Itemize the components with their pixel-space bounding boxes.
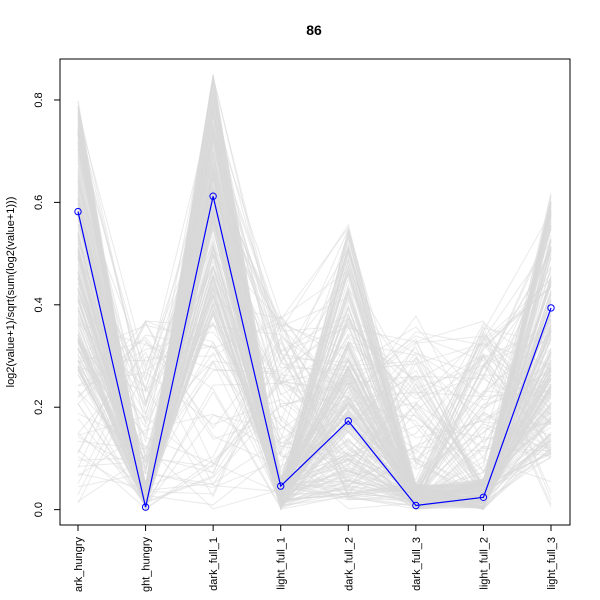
x-tick-label: ght_hungry (141, 537, 153, 593)
data-point (74, 207, 82, 216)
data-point (344, 417, 352, 425)
x-tick-label: dark_full_2 (343, 537, 355, 591)
background-line (77, 299, 552, 508)
background-line (77, 277, 552, 510)
background-line (77, 320, 552, 510)
data-point (547, 304, 555, 312)
background-line (77, 176, 552, 507)
y-axis: 0.0 0.2 0.4 0.6 0.8 (33, 92, 61, 517)
background-line (77, 354, 552, 485)
y-tick-label: 0.2 (33, 400, 45, 415)
highlight-series (74, 192, 555, 511)
background-line (77, 136, 552, 507)
background-line (77, 152, 552, 503)
background-line (77, 390, 552, 491)
y-tick-label: 0.4 (33, 297, 45, 312)
x-tick-label: light_full_3 (546, 537, 558, 590)
background-line (77, 331, 552, 509)
y-axis-label: log2(value+1)/sqrt(sum(log2(value+1))) (5, 197, 17, 388)
data-point (141, 503, 150, 511)
background-line (77, 150, 552, 497)
data-point (479, 493, 488, 501)
series-line (77, 196, 552, 508)
background-line (77, 128, 552, 504)
background-lines (77, 74, 552, 511)
background-line (77, 336, 552, 502)
y-tick-label: 0.6 (33, 195, 45, 210)
background-line (77, 320, 552, 504)
background-line (77, 105, 552, 496)
y-tick-label: 0.0 (33, 502, 45, 517)
x-tick-label: dark_full_3 (411, 537, 423, 591)
data-point (209, 192, 217, 200)
x-tick-label: light_full_2 (478, 537, 490, 590)
background-line (77, 321, 552, 483)
data-point (412, 501, 420, 510)
background-line (77, 324, 552, 504)
chart-title: 86 (306, 22, 322, 38)
x-tick-label: ark_hungry (73, 537, 85, 593)
x-tick-label: dark_full_1 (208, 537, 220, 591)
x-axis: ark_hungry ght_hungry dark_full_1 light_ful… (73, 524, 558, 593)
y-tick-label: 0.8 (33, 92, 45, 107)
x-tick-label: light_full_1 (276, 537, 288, 590)
data-point (277, 482, 285, 490)
